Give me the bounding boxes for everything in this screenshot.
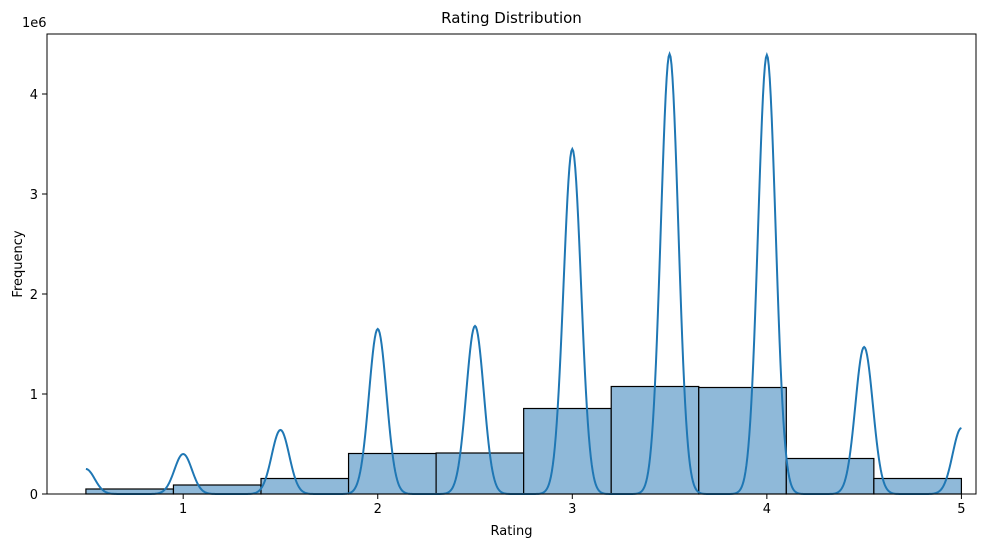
y-tick-label: 0 bbox=[30, 488, 38, 503]
y-tick-label: 4 bbox=[30, 88, 38, 103]
plot-frame bbox=[46, 33, 977, 495]
histogram-bar bbox=[435, 452, 525, 495]
x-tick-label: 1 bbox=[179, 502, 187, 517]
x-tick-label: 3 bbox=[568, 502, 576, 517]
histogram-bar bbox=[785, 457, 875, 495]
y-tick-label: 2 bbox=[30, 288, 38, 303]
x-tick-label: 4 bbox=[763, 502, 771, 517]
x-axis-label: Rating bbox=[491, 524, 533, 539]
y-tick-label: 1 bbox=[30, 388, 38, 403]
x-tick-label: 2 bbox=[374, 502, 382, 517]
x-tick-label: 5 bbox=[957, 502, 965, 517]
y-axis-ticks: 0 1 2 3 4 bbox=[30, 88, 47, 503]
histogram-bar bbox=[698, 386, 787, 495]
histogram-bar bbox=[523, 407, 612, 495]
chart-title: Rating Distribution bbox=[441, 9, 582, 27]
histogram-bar bbox=[873, 477, 963, 495]
histogram-bar bbox=[172, 484, 262, 495]
y-tick-label: 3 bbox=[30, 188, 38, 203]
y-axis-label: Frequency bbox=[11, 230, 26, 297]
histogram-bars bbox=[85, 385, 963, 495]
y-axis-offset-label: 1e6 bbox=[22, 16, 47, 31]
x-axis-ticks: 1 2 3 4 5 bbox=[179, 494, 966, 517]
